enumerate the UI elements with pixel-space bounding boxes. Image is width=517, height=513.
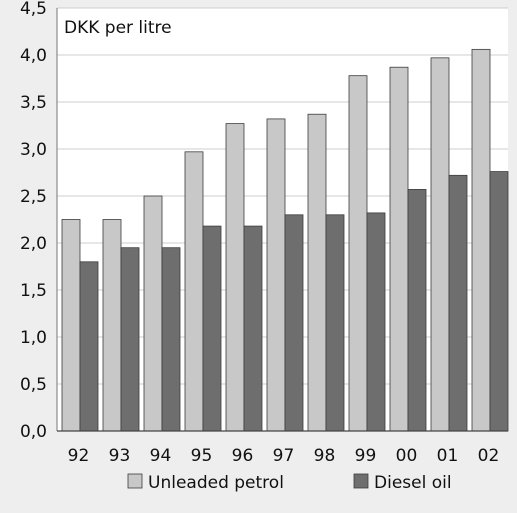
legend-swatch-diesel-oil bbox=[353, 473, 369, 489]
y-tick-label: 3,5 bbox=[20, 93, 47, 113]
bar-diesel-oil bbox=[284, 214, 304, 432]
y-tick-label: 0,0 bbox=[20, 422, 47, 442]
legend-label: Unleaded petrol bbox=[148, 473, 284, 493]
bar-unleaded-petrol bbox=[266, 118, 286, 432]
bar-diesel-oil bbox=[489, 171, 509, 432]
x-tick-label: 92 bbox=[68, 446, 90, 466]
x-tick-label: 00 bbox=[396, 446, 418, 466]
x-axis: 92 93 94 95 96 97 98 99 00 01 02 bbox=[57, 430, 508, 466]
unit-label: DKK per litre bbox=[64, 18, 172, 38]
bar-unleaded-petrol bbox=[102, 219, 122, 432]
x-tick-label: 01 bbox=[437, 446, 459, 466]
bar-diesel-oil bbox=[448, 174, 468, 432]
legend: Unleaded petrol Diesel oil bbox=[127, 473, 452, 493]
legend-label: Diesel oil bbox=[374, 473, 452, 493]
x-tick-label: 97 bbox=[273, 446, 295, 466]
y-tick-label: 1,5 bbox=[20, 281, 47, 301]
bar-unleaded-petrol bbox=[143, 195, 163, 432]
bar-unleaded-petrol bbox=[61, 219, 81, 432]
bar-diesel-oil bbox=[243, 225, 263, 432]
bar-diesel-oil bbox=[202, 225, 222, 432]
y-tick-label: 3,0 bbox=[20, 140, 47, 160]
bar-unleaded-petrol bbox=[225, 123, 245, 432]
bar-diesel-oil bbox=[120, 247, 140, 432]
bars bbox=[61, 48, 509, 432]
x-tick-label: 94 bbox=[150, 446, 172, 466]
bar-unleaded-petrol bbox=[389, 66, 409, 432]
y-tick-label: 4,5 bbox=[20, 0, 47, 19]
bar-unleaded-petrol bbox=[471, 48, 491, 432]
x-tick-label: 93 bbox=[109, 446, 131, 466]
x-tick-label: 02 bbox=[478, 446, 500, 466]
y-tick-label: 0,5 bbox=[20, 375, 47, 395]
bar-unleaded-petrol bbox=[184, 151, 204, 432]
y-axis: 0,0 0,5 1,0 1,5 2,0 2,5 3,0 3,5 4,0 4,5 bbox=[20, 0, 58, 442]
x-tick-label: 95 bbox=[191, 446, 213, 466]
y-tick-label: 2,0 bbox=[20, 234, 47, 254]
bar-diesel-oil bbox=[161, 247, 181, 432]
y-tick-label: 4,0 bbox=[20, 46, 47, 66]
bar-unleaded-petrol bbox=[348, 75, 368, 432]
y-tick-label: 1,0 bbox=[20, 328, 47, 348]
x-tick-label: 99 bbox=[355, 446, 377, 466]
bar-diesel-oil bbox=[79, 261, 99, 432]
legend-swatch-unleaded-petrol bbox=[127, 473, 143, 489]
x-tick-label: 96 bbox=[232, 446, 254, 466]
bar-diesel-oil bbox=[407, 189, 427, 432]
y-tick-label: 2,5 bbox=[20, 187, 47, 207]
bar-unleaded-petrol bbox=[307, 113, 327, 432]
bar-unleaded-petrol bbox=[430, 57, 450, 432]
bar-diesel-oil bbox=[325, 214, 345, 432]
bar-diesel-oil bbox=[366, 212, 386, 432]
x-tick-label: 98 bbox=[314, 446, 336, 466]
